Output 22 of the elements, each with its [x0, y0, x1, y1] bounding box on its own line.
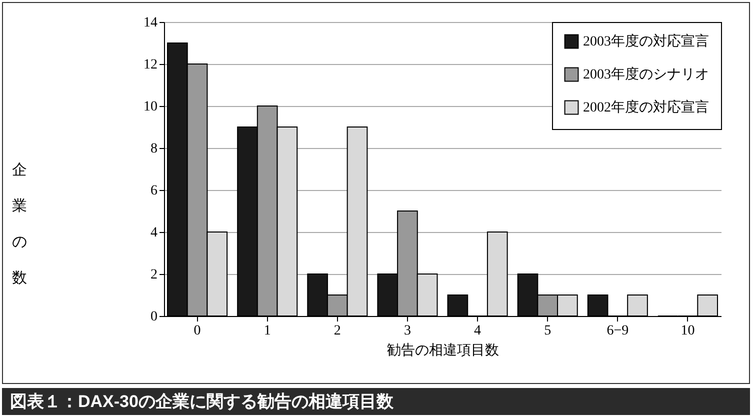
legend-label: 2003年度のシナリオ	[583, 66, 709, 82]
y-tick-label: 10	[144, 100, 158, 114]
text: 企業の数	[12, 162, 27, 286]
x-tick-label: 0	[194, 324, 201, 338]
y-tick-label: 4	[150, 226, 158, 240]
y-tick-label: 12	[144, 58, 158, 72]
x-tick-label: 10	[680, 324, 695, 338]
y-tick-label: 2	[150, 268, 158, 282]
x-tick-label: 4	[474, 324, 482, 338]
y-tick-label: 6	[150, 184, 158, 198]
x-tick-label: 6−9	[606, 324, 629, 338]
legend-label: 2003年度の対応宣言	[583, 34, 709, 50]
x-tick-label: 5	[544, 324, 552, 338]
y-tick-label: 8	[150, 142, 158, 156]
y-tick-label: 0	[150, 310, 158, 324]
x-axis-title: 勧告の相違項目数	[387, 342, 499, 358]
x-tick-label: 1	[264, 324, 271, 338]
x-tick-label: 2	[334, 324, 341, 338]
x-tick-label: 3	[404, 324, 411, 338]
y-tick-label: 14	[144, 16, 158, 30]
text: 図表１：DAX-30の企業に関する勧告の相違項目数	[2, 388, 750, 415]
legend-label: 2002年度の対応宣言	[583, 100, 709, 116]
